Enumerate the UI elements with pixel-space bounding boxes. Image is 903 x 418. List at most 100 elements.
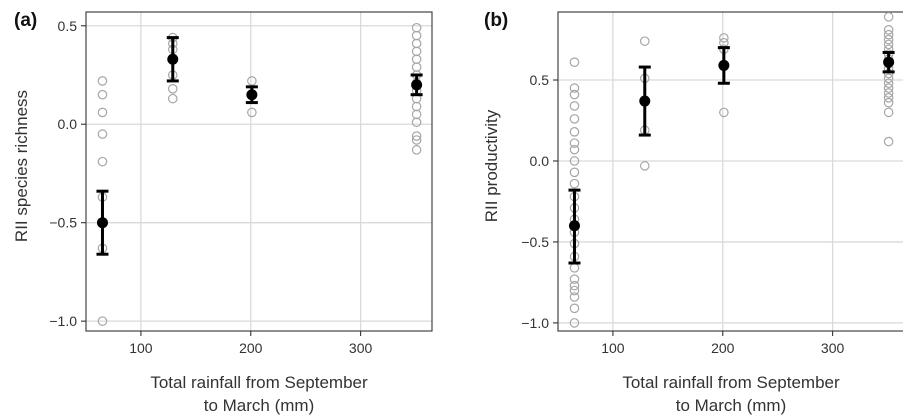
panel-b-raw-point (639, 161, 650, 171)
panel-b-raw-point (569, 318, 580, 328)
panel-b-raw-point (883, 88, 894, 98)
panel-a-raw-point (97, 156, 108, 167)
panel-b-raw-points (569, 12, 894, 328)
panel-a-raw-point (97, 129, 108, 139)
panel-b-raw-point (569, 167, 580, 178)
panel-b-raw-point (569, 156, 580, 166)
panel-b-raw-point (569, 303, 580, 314)
panel-a-raw-point (411, 30, 422, 41)
panel-b-raw-point (569, 57, 580, 67)
panel-b-x-tick-label: 300 (821, 340, 845, 356)
panel-b-means (568, 46, 895, 265)
panel-b-mean-point (718, 59, 730, 71)
panel-b-mean-65 (568, 188, 581, 265)
panel-b: (b) 100 200 300 −1.0 −0.5 0.0 0.5 RII producti… (482, 10, 903, 415)
panel-b-y-tick-label: 0.0 (530, 153, 550, 169)
panel-a-mean-351 (410, 73, 423, 97)
panel-a-ticks: 100 200 300 −1.0 −0.5 0.0 0.5 (49, 18, 372, 356)
panel-b-raw-point (569, 83, 580, 93)
panel-a-x-tick-label: 300 (349, 340, 373, 356)
panel-b-raw-point (569, 274, 580, 284)
panel-a-y-tick-label: −1.0 (49, 313, 77, 329)
panel-b-y-tick-label: −0.5 (521, 234, 549, 250)
panel-b-raw-point (883, 107, 894, 118)
panel-a-raw-point (247, 107, 257, 118)
panel-b-raw-point (883, 34, 894, 45)
panel-a-raw-point (411, 46, 422, 57)
panel-b-raw-point (719, 33, 729, 43)
panel-b-raw-point (569, 127, 580, 137)
panel-b-y-tick-label: 0.5 (530, 72, 550, 88)
panel-b-plot-frame (557, 11, 903, 332)
panel-b-raw-point (719, 107, 729, 118)
panel-a-raw-point (411, 131, 422, 141)
panel-b-raw-point (883, 39, 894, 50)
panel-b-raw-point (569, 292, 580, 302)
panel-a-y-axis-title: RII species richness (12, 90, 31, 242)
panel-a-mean-point (167, 53, 179, 65)
panel-a-raw-point (411, 101, 422, 112)
panel-a-means (96, 36, 423, 256)
panel-b-mean-point (639, 95, 651, 107)
panel-a-x-tick-label: 100 (129, 340, 153, 356)
panel-a-raw-point (411, 117, 422, 128)
panel-a-raw-point (411, 54, 422, 65)
panel-a-y-tick-label: 0.5 (58, 18, 78, 34)
panel-a-mean-point (246, 89, 258, 101)
panel-b-mean-129 (638, 65, 651, 137)
panel-b-raw-point (639, 36, 650, 46)
panel-b-mean-201 (717, 46, 730, 85)
panel-b-x-axis-title-line2: to March (mm) (676, 396, 787, 415)
panel-a-x-tick-label: 200 (239, 340, 263, 356)
panel-a-raw-point (411, 22, 422, 33)
panel-b-raw-point (569, 101, 580, 111)
panel-a-mean-129 (166, 36, 179, 83)
panel-a-label: (a) (14, 10, 37, 31)
panel-b-raw-point (569, 144, 580, 155)
panel-a-y-tick-label: 0.0 (58, 116, 78, 132)
panel-a-raw-point (97, 76, 108, 86)
panel-b-y-axis-title: RII productivity (482, 109, 501, 222)
panel-b-raw-point (883, 83, 894, 93)
panel-a-mean-point (411, 79, 423, 91)
panel-a-mean-point (96, 217, 108, 229)
panel-b-label: (b) (484, 10, 508, 31)
panel-b-raw-point (883, 25, 894, 35)
panel-a-raw-point (411, 62, 422, 72)
panel-a-raw-point (167, 93, 178, 104)
panel-b-raw-point (883, 29, 894, 40)
panel-a-mean-201 (245, 85, 258, 105)
panel-a-plot-frame (85, 11, 433, 332)
panel-b-raw-point (569, 263, 580, 273)
panel-b-mean-351 (882, 50, 895, 74)
panel-b-raw-point (883, 12, 894, 22)
panel-a-raw-point (247, 76, 257, 86)
panel-a-raw-point (411, 135, 422, 145)
panel-a-raw-point (411, 38, 422, 49)
panel-a-raw-points (97, 22, 422, 326)
panel-b-raw-point (883, 78, 894, 89)
panel-b-raw-point (569, 285, 580, 296)
panel-a-raw-point (97, 89, 108, 100)
panel-a-raw-point (97, 107, 108, 118)
panel-b-raw-point (569, 114, 580, 124)
panel-a-raw-point (97, 316, 108, 326)
panel-a-x-axis-title-line2: to March (mm) (204, 396, 315, 415)
panel-b-raw-point (883, 93, 894, 103)
panel-b-raw-point (569, 138, 580, 148)
panel-b-raw-point (883, 97, 894, 108)
panel-b-ticks: 100 200 300 −1.0 −0.5 0.0 0.5 (521, 72, 844, 356)
panel-b-grid (558, 12, 903, 331)
panel-b-x-tick-label: 100 (601, 340, 625, 356)
panel-b-raw-point (883, 73, 894, 84)
panel-a-x-axis-title-line1: Total rainfall from September (150, 373, 368, 392)
panel-b-raw-point (569, 178, 580, 189)
panel-a-raw-point (411, 109, 422, 120)
panel-a: (a) 100 200 300 −1.0 −0.5 0.0 0.5 RII species … (12, 10, 433, 415)
panel-b-mean-point (568, 220, 580, 232)
panel-a-raw-point (167, 83, 178, 94)
panel-a-y-tick-label: −0.5 (49, 215, 77, 231)
panel-b-raw-point (569, 280, 580, 291)
panel-a-mean-65 (96, 189, 109, 256)
